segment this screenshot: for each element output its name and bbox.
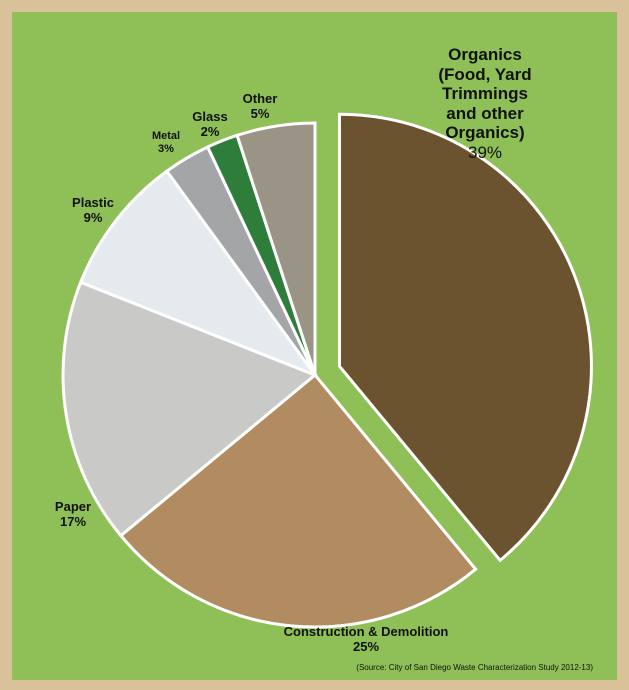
slice-label: Glass [192,109,228,124]
slice-value-label: 2% [200,124,220,139]
slice-label: Other [242,91,278,106]
pie-slice [337,112,593,563]
slice-label: Organics (Food, Yard Trimmings and other… [438,45,532,143]
slice-value-label: 9% [83,210,103,225]
pie-slice [78,169,320,379]
slice-value-label: 5% [250,106,270,121]
slice-label: Plastic [72,195,114,210]
slice-value-label: 39% [467,143,503,162]
pie-slice [118,372,478,629]
slice-value-label: 17% [59,514,87,529]
slice-value-label: 3% [158,143,174,155]
slice-label: Paper [54,499,92,514]
source-note: (Source: City of San Diego Waste Charact… [356,663,593,672]
slice-label: Metal [151,130,181,142]
pie-slice [61,280,318,538]
slice-value-label: 25% [352,639,380,654]
pie-slice [235,121,317,376]
slice-label: Construction & Demolition [283,624,449,639]
